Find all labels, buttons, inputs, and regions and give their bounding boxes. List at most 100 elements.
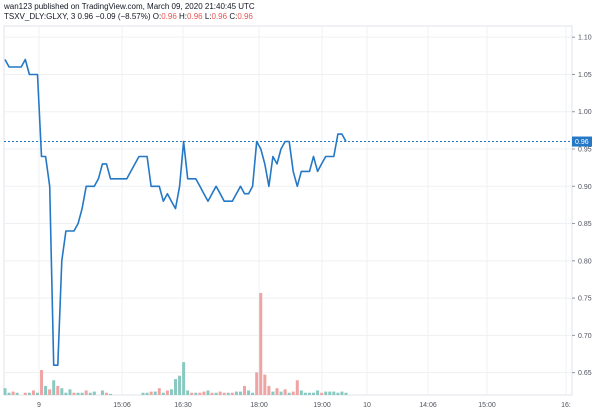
volume-bar (316, 390, 320, 395)
volume-bar (340, 391, 344, 395)
y-tick-label: 1.10 (578, 35, 592, 42)
volume-bar (279, 391, 283, 395)
volume-bar (92, 391, 96, 395)
volume-bar (275, 388, 279, 395)
high-value: 0.96 (187, 12, 203, 21)
volume-bar (44, 385, 48, 395)
y-tick-label: 0.70 (578, 333, 592, 340)
y-tick-label: 1.05 (578, 72, 592, 79)
volume-bar (210, 392, 214, 395)
volume-bar (157, 388, 161, 395)
volume-bar (72, 392, 76, 395)
volume-bar (194, 392, 198, 395)
volume-bar (64, 392, 68, 395)
x-tick-label: 18:00 (250, 402, 268, 409)
volume-bar (174, 379, 177, 395)
publish-info: wan123 published on TradingView.com, Mar… (4, 2, 255, 11)
low-label: L: (204, 12, 212, 21)
close-label: C: (229, 12, 238, 21)
volume-bar (145, 392, 149, 395)
volume-bar (312, 392, 316, 395)
volume-bar (271, 391, 275, 395)
volume-bar (230, 392, 234, 395)
volume-bar (109, 393, 113, 395)
x-tick-label: 9 (37, 402, 41, 409)
volume-bar (247, 390, 251, 395)
volume-bar (182, 362, 186, 395)
volume-bar (295, 380, 299, 395)
volume-bar (27, 392, 31, 395)
volume-bar (307, 392, 311, 395)
x-tick-label: 15:06 (113, 402, 131, 409)
volume-bar (48, 389, 52, 395)
x-tick-label: 19:00 (313, 402, 331, 409)
price-change: −0.09 (−8.57%) (95, 12, 151, 21)
volume-bar (206, 390, 210, 395)
volume-bar (303, 392, 307, 395)
volume-bar (214, 392, 218, 395)
volume-bar (11, 391, 15, 395)
volume-bar (40, 370, 44, 395)
open-value: 0.96 (161, 12, 177, 21)
y-tick-label: 0.65 (578, 370, 592, 377)
high-label: H: (179, 12, 188, 21)
volume-bar (104, 392, 108, 395)
volume-bar (186, 390, 190, 395)
volume-bar (15, 392, 19, 395)
volume-bar (141, 392, 145, 395)
volume-bar (88, 392, 92, 395)
volume-bar (190, 392, 194, 395)
volume-bar (52, 380, 56, 395)
volume-bar (226, 392, 230, 395)
volume-bar (299, 390, 303, 395)
volume-bar (234, 391, 238, 395)
volume-bar (178, 375, 182, 395)
symbol-legend: TSXV_DLY:GLXY, 3 0.96 −0.09 (−8.57%) O:0… (4, 12, 253, 21)
last-price-tag (572, 136, 592, 147)
volume-bar (35, 392, 39, 395)
volume-bar (60, 388, 64, 395)
volume-bar (100, 390, 104, 395)
volume-bar (243, 385, 247, 395)
x-tick-label: 10 (363, 402, 371, 409)
volume-bar (31, 390, 35, 395)
volume-bar (283, 389, 287, 395)
volume-bar (80, 392, 84, 395)
y-tick-label: 0.80 (578, 258, 592, 265)
volume-bar (332, 391, 336, 395)
volume-bar (169, 389, 173, 395)
volume-bar (76, 392, 80, 395)
volume-bar (218, 391, 222, 395)
x-tick-label: 15:00 (478, 402, 496, 409)
volume-bar (255, 372, 259, 395)
volume-bar (68, 389, 72, 395)
y-tick-label: 0.95 (578, 147, 592, 154)
low-value: 0.96 (211, 12, 228, 21)
volume-bar (153, 391, 157, 395)
x-tick-label: 14:06 (419, 402, 437, 409)
symbol-name: TSXV_DLY:GLXY, 3 (4, 12, 76, 21)
close-value: 0.96 (237, 12, 253, 21)
volume-bar (287, 392, 291, 395)
volume-bar (149, 391, 153, 395)
y-tick-label: 0.85 (578, 221, 592, 228)
volume-bar (202, 391, 206, 395)
last-price: 0.96 (77, 12, 94, 21)
y-tick-label: 1.00 (578, 109, 592, 116)
volume-bar (56, 385, 60, 395)
x-tick-label: 16: (561, 402, 571, 409)
volume-bar (263, 374, 267, 395)
y-tick-label: 0.75 (578, 296, 592, 303)
x-tick-label: 16:30 (174, 402, 192, 409)
y-tick-label: 0.90 (578, 184, 592, 191)
volume-bar (222, 392, 226, 395)
volume-bar (328, 391, 332, 395)
volume-bar (251, 392, 255, 395)
volume-bar (336, 392, 340, 395)
volume-bar (238, 391, 242, 395)
volume-bar (7, 392, 11, 395)
volume-bar (161, 392, 165, 395)
volume-bar (23, 392, 27, 395)
price-line (4, 58, 347, 367)
